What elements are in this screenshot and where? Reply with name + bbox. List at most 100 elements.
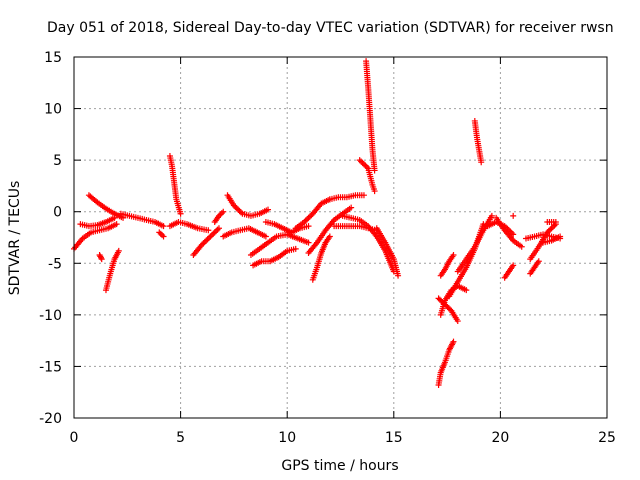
series-aa	[435, 295, 461, 325]
data-point	[97, 253, 104, 260]
data-point	[210, 230, 217, 237]
data-point	[214, 226, 221, 233]
series-x	[363, 58, 378, 174]
series-v	[339, 212, 397, 275]
series-m	[220, 225, 269, 240]
data-point	[547, 226, 554, 233]
data-point	[518, 243, 525, 250]
data-point	[177, 210, 184, 217]
data-point	[204, 236, 211, 243]
series-c	[85, 192, 127, 221]
series-d	[102, 247, 122, 294]
data-point	[450, 338, 457, 345]
y-tick-label: 5	[53, 153, 62, 169]
data-point	[292, 245, 299, 252]
data-point	[208, 232, 215, 239]
y-tick-label: 0	[53, 205, 62, 221]
series-y	[373, 225, 402, 279]
data-point	[206, 234, 213, 241]
data-point	[454, 318, 461, 325]
data-point	[236, 208, 243, 215]
series-w	[356, 157, 378, 195]
data-point	[535, 258, 542, 265]
data-point	[552, 219, 559, 226]
data-point	[218, 210, 225, 217]
series-j	[190, 225, 222, 259]
data-point	[98, 254, 105, 261]
series-ae	[454, 212, 495, 275]
data-point	[395, 272, 402, 279]
data-point	[113, 221, 120, 228]
series-z	[435, 338, 457, 388]
grid	[74, 57, 607, 418]
y-axis-label: SDTVAR / TECUs	[7, 181, 23, 296]
series-ah	[493, 214, 525, 250]
series-r	[305, 204, 355, 256]
plot-frame	[73, 56, 608, 419]
x-tick-label: 0	[70, 430, 79, 446]
y-tick-label: 15	[44, 50, 62, 66]
x-tick-label: 20	[491, 430, 509, 446]
data-point	[201, 238, 208, 245]
axis-ticks: 0 5 10 15 20 25 15 10 5 0 -5 -10 -15 -20	[39, 50, 616, 446]
y-tick-label: -20	[39, 411, 62, 427]
data-point	[213, 227, 220, 234]
data-point	[463, 287, 470, 294]
data-point	[488, 212, 495, 219]
data-point	[557, 233, 564, 240]
series-i	[166, 219, 212, 234]
data-points	[71, 58, 564, 388]
series-an	[527, 258, 542, 277]
data-point	[551, 222, 558, 229]
data-point	[478, 159, 485, 166]
series-t	[326, 192, 367, 203]
series-ai	[501, 262, 517, 281]
x-tick-label: 5	[176, 430, 185, 446]
data-point	[211, 229, 218, 236]
data-point	[510, 212, 517, 219]
data-point	[450, 252, 457, 259]
data-point	[265, 206, 272, 213]
data-point	[358, 158, 365, 165]
data-point	[306, 213, 313, 220]
data-point	[207, 233, 214, 240]
series-l	[224, 192, 272, 219]
data-point	[362, 162, 369, 169]
data-point	[157, 230, 164, 237]
series-p	[262, 219, 312, 236]
y-tick-label: -15	[39, 359, 62, 375]
data-point	[356, 157, 363, 164]
data-point	[220, 208, 227, 215]
series-ao	[544, 219, 559, 226]
data-point	[548, 225, 555, 232]
data-point	[371, 167, 378, 174]
data-point	[159, 232, 166, 239]
series-aj	[510, 212, 517, 219]
series-a	[71, 221, 120, 252]
data-point	[215, 225, 222, 232]
x-tick-label: 10	[278, 430, 296, 446]
y-tick-label: 10	[44, 102, 62, 118]
data-point	[160, 223, 167, 230]
data-point	[98, 256, 105, 263]
series-g	[156, 229, 167, 240]
data-point	[156, 229, 163, 236]
series-f	[117, 210, 167, 230]
series-n	[247, 231, 312, 259]
data-point	[549, 223, 556, 230]
data-point	[262, 233, 269, 240]
series-af	[471, 117, 485, 166]
series-s	[309, 233, 333, 283]
data-point	[233, 205, 240, 212]
data-point	[160, 233, 167, 240]
series-ac	[437, 252, 457, 279]
data-point	[326, 233, 333, 240]
series-e	[96, 252, 105, 263]
data-point	[304, 216, 311, 223]
data-point	[360, 192, 367, 199]
data-point	[305, 223, 312, 230]
data-point	[510, 262, 517, 269]
data-point	[203, 237, 210, 244]
x-axis-label: GPS time / hours	[281, 458, 398, 474]
